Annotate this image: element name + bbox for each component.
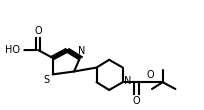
Text: HO: HO: [4, 45, 20, 55]
Text: N: N: [78, 46, 86, 56]
Text: S: S: [44, 75, 50, 85]
Text: O: O: [146, 70, 154, 80]
Text: O: O: [34, 26, 42, 36]
Text: O: O: [133, 96, 140, 106]
Text: N: N: [124, 76, 131, 86]
